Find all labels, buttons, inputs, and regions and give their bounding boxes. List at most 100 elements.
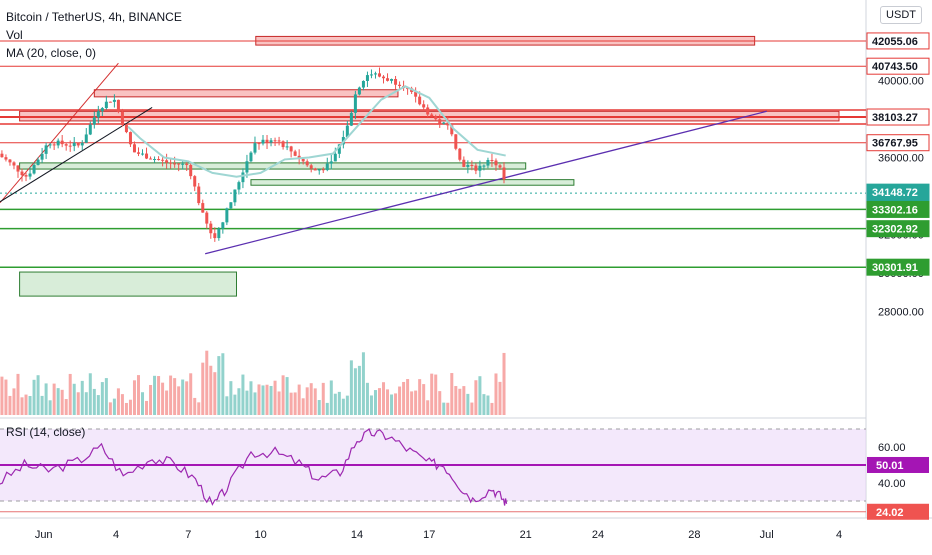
price-label-5: 33302.16 <box>872 204 918 216</box>
volume-bar <box>128 399 132 415</box>
candle-body <box>120 111 124 126</box>
volume-bar <box>341 398 345 415</box>
volume-bar <box>221 353 225 415</box>
candle-body <box>273 140 277 142</box>
candle-body <box>373 73 377 75</box>
candle-body <box>466 164 470 167</box>
volume-bar <box>313 388 317 415</box>
candle-body <box>329 161 333 164</box>
time-tick: Jul <box>760 529 774 541</box>
candle-body <box>84 134 88 143</box>
volume-bar <box>136 375 140 415</box>
candle-body <box>96 111 100 118</box>
candle-body <box>213 233 217 239</box>
candles-layer[interactable] <box>0 67 506 242</box>
candle-body <box>169 162 173 164</box>
time-tick: 21 <box>520 529 532 541</box>
rsi-pane[interactable]: 60.00 40.00 50.01 24.02 <box>0 428 929 520</box>
volume-bar <box>88 373 92 415</box>
candle-body <box>446 122 450 126</box>
volume-bar <box>24 394 28 415</box>
time-tick: 10 <box>254 529 266 541</box>
time-tick: 7 <box>185 529 191 541</box>
volume-bar <box>490 402 494 415</box>
volume-bar <box>293 392 297 415</box>
candle-body <box>80 142 84 146</box>
volume-bar <box>297 384 301 415</box>
candle-body <box>177 163 181 165</box>
volume-bar <box>438 391 442 415</box>
time-tick: 28 <box>688 529 700 541</box>
ma-line <box>127 85 506 178</box>
volume-bar <box>281 375 285 415</box>
volume-bar <box>197 402 201 415</box>
volume-bar <box>309 383 313 415</box>
volume-bar <box>377 388 381 415</box>
candle-body <box>40 153 44 160</box>
candle-body <box>382 76 386 79</box>
volume-bar <box>56 388 60 415</box>
candle-body <box>293 151 297 156</box>
price-label-box-7 <box>866 258 930 276</box>
trendline-channel-lower <box>0 107 153 203</box>
ma-label: MA (20, close, 0) <box>6 46 97 60</box>
drawings-layer[interactable] <box>0 35 866 297</box>
candle-body <box>406 88 410 90</box>
candle-body <box>450 125 454 135</box>
candle-body <box>201 203 205 213</box>
candle-body <box>470 164 474 166</box>
volume-bar <box>426 400 430 415</box>
volume-bar <box>418 379 422 415</box>
candle-body <box>225 208 229 223</box>
volume-bar <box>161 382 165 415</box>
candle-body <box>321 169 325 171</box>
volume-bar <box>261 385 265 415</box>
candle-body <box>482 165 486 167</box>
trendline-ascending <box>205 110 767 255</box>
time-tick: 17 <box>423 529 435 541</box>
candle-body <box>357 87 361 95</box>
candle-body <box>369 74 373 76</box>
volume-bar <box>386 389 390 415</box>
volume-bar <box>80 380 84 415</box>
volume-bar <box>72 383 76 415</box>
currency-button[interactable]: USDT <box>880 6 922 24</box>
price-label-box-6 <box>866 220 930 238</box>
volume-bar <box>112 398 116 415</box>
candle-body <box>153 159 157 161</box>
volume-bar <box>394 393 398 415</box>
volume-bar <box>269 385 273 415</box>
volume-bar <box>414 390 418 415</box>
volume-bar <box>12 388 16 415</box>
candle-body <box>173 163 177 165</box>
volume-bar <box>249 381 253 415</box>
volume-bar <box>430 373 434 415</box>
volume-bar <box>265 384 269 415</box>
candle-body <box>265 139 269 143</box>
time-tick: Jun <box>35 529 53 541</box>
candle-body <box>422 104 426 108</box>
trendline-channel-upper <box>0 62 119 204</box>
zone-green-2 <box>19 271 237 297</box>
candle-body <box>253 143 257 153</box>
volume-bar <box>398 386 402 415</box>
volume-bar <box>124 402 128 415</box>
volume-bar <box>390 394 394 415</box>
volume-bar <box>466 393 470 415</box>
volume-bar <box>28 396 32 415</box>
volume-bar <box>406 379 410 415</box>
time-axis[interactable]: Jun 4 7 10 14 17 21 24 28 Jul 4 <box>35 529 842 541</box>
volume-bar <box>353 368 357 415</box>
candle-body <box>157 159 161 161</box>
volume-bar <box>478 376 482 415</box>
candle-body <box>48 144 52 146</box>
price-tick: 40000.00 <box>878 76 924 88</box>
volume-bar <box>325 402 329 415</box>
candle-body <box>430 114 434 117</box>
candle-body <box>92 117 96 125</box>
volume-bar <box>337 391 341 415</box>
volume-bar <box>68 373 72 415</box>
candle-body <box>165 160 169 163</box>
